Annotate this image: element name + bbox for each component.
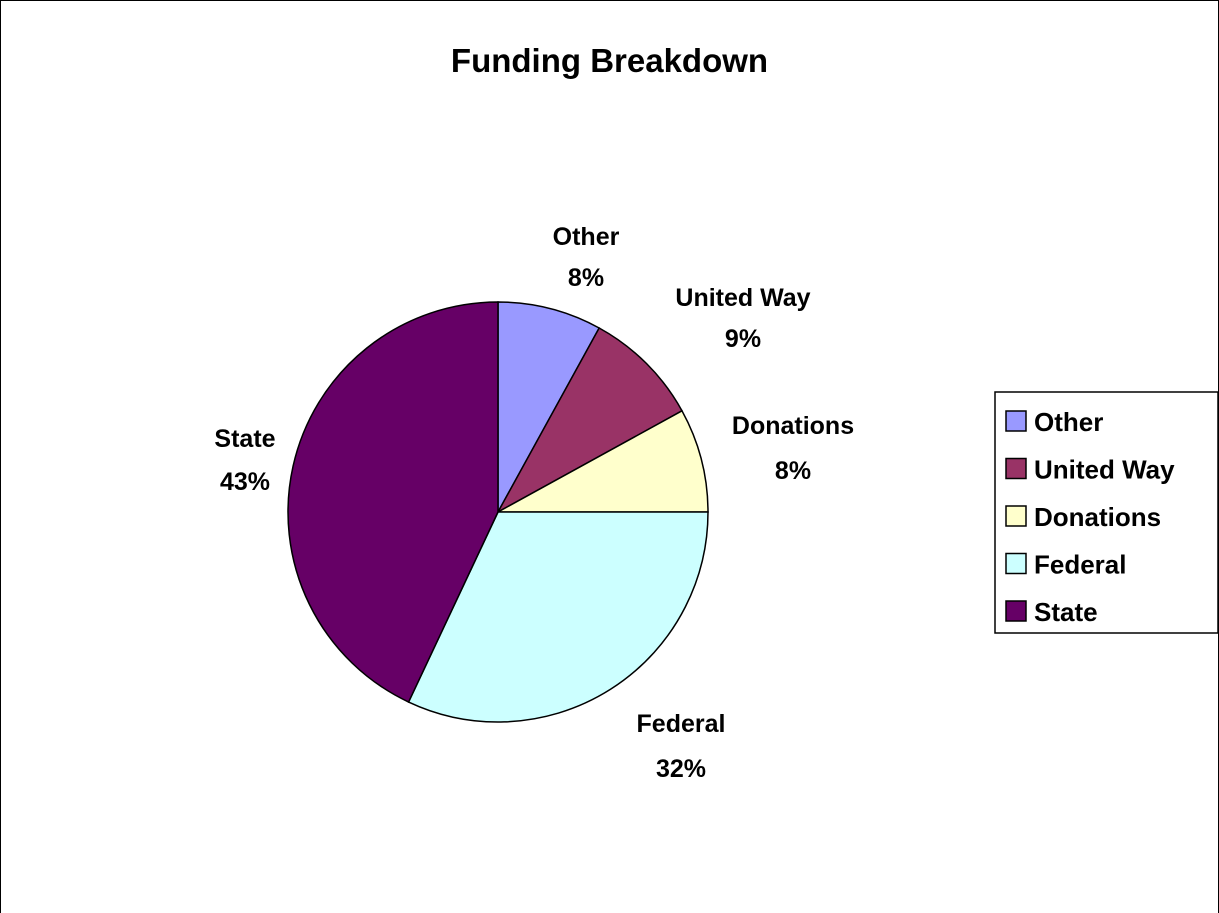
data-label-united-way-percent: 9% [725, 325, 761, 353]
pie-slice-donations [497, 409, 709, 513]
pie-slices [287, 301, 709, 723]
data-label-united-way-name: United Way [675, 284, 810, 312]
data-label-federal-name: Federal [637, 710, 726, 738]
pie-slice-other [497, 301, 601, 513]
legend-label-other: Other [1034, 407, 1103, 437]
pie-slice-federal [407, 511, 709, 723]
data-label-donations-percent: 8% [775, 457, 811, 485]
legend-swatch-state [1005, 600, 1027, 622]
legend-label-donations: Donations [1034, 502, 1161, 532]
data-label-federal-percent: 32% [656, 755, 706, 783]
legend-label-federal: Federal [1034, 550, 1127, 580]
pie-labels: Other 8% United Way 9% Donations 8% Federal 32%… [214, 223, 854, 783]
data-label-donations-name: Donations [732, 412, 854, 440]
data-label-other-percent: 8% [568, 264, 604, 292]
legend-box [994, 391, 1219, 634]
data-label-state-percent: 43% [220, 468, 270, 496]
chart-title: Funding Breakdown [450, 42, 769, 79]
legend-swatch-donations [1005, 505, 1027, 527]
data-label-state-name: State [214, 425, 275, 453]
legend-label-united-way: United Way [1034, 455, 1175, 485]
legend-swatch-other [1005, 410, 1027, 432]
data-label-other-name: Other [553, 223, 620, 251]
legend-swatch-federal [1005, 552, 1027, 575]
legend: Other United Way Donations Federal State [994, 391, 1219, 634]
legend-label-state: State [1034, 597, 1098, 627]
pie-slice-state [287, 301, 499, 704]
legend-swatch-united-way [1005, 457, 1027, 480]
pie-slice-united-way [496, 326, 684, 514]
